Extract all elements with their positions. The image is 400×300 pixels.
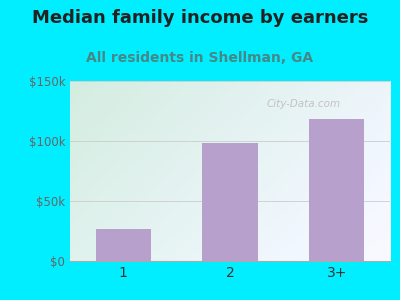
Text: City-Data.com: City-Data.com — [266, 99, 341, 110]
Text: Median family income by earners: Median family income by earners — [32, 9, 368, 27]
Bar — [202, 143, 258, 261]
Text: All residents in Shellman, GA: All residents in Shellman, GA — [86, 51, 314, 65]
Bar — [309, 119, 364, 261]
Bar — [96, 229, 151, 261]
